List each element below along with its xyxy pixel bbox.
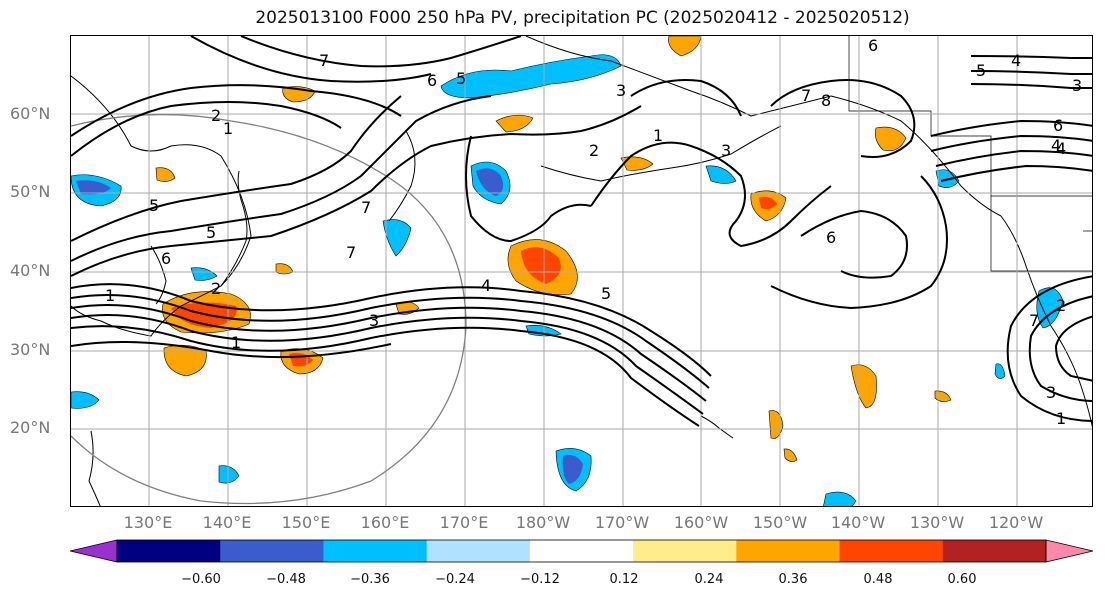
contour-label: 1 — [105, 286, 115, 305]
contour-labels: 7 6 5 3 2 1 7 8 6 4 5 4 7 5 6 1 1 2 3 4 … — [105, 36, 1082, 428]
coast-aleutians — [540, 125, 782, 182]
contour-label: 8 — [821, 91, 831, 110]
lon-label: 140°E — [202, 513, 252, 532]
colorbar-tick-label: −0.12 — [520, 572, 560, 587]
colorbar-border — [116, 539, 1047, 563]
coast-japan — [220, 170, 248, 287]
colorbar-segment — [323, 540, 428, 562]
coast-kamchatka — [388, 130, 416, 222]
contour-label: 1 — [653, 126, 663, 145]
contour-label: 3 — [369, 311, 379, 330]
map-panel: 7 6 5 3 2 1 7 8 6 4 5 4 7 5 6 1 1 2 3 4 … — [70, 35, 1093, 507]
colorbar-tick-label: −0.48 — [266, 572, 306, 587]
contour-label: 2 — [211, 279, 221, 298]
reference-circle — [71, 113, 467, 505]
contour-label: 6 — [1053, 116, 1063, 135]
lat-label: 60°N — [10, 104, 51, 123]
lon-label: 170°W — [594, 513, 650, 532]
coast-hawaii — [700, 415, 734, 439]
colorbar-segment — [633, 540, 737, 562]
contour-label: 3 — [1072, 76, 1082, 95]
pv-contours — [71, 36, 1092, 427]
colorbar-segment — [942, 540, 1047, 562]
colorbar-tick-label: −0.36 — [350, 572, 390, 587]
coast-asia — [71, 75, 252, 337]
lon-label: 150°W — [752, 513, 808, 532]
colorbar-segment — [736, 540, 841, 562]
contour-label: 1 — [223, 119, 233, 138]
contour-label: 7 — [1029, 311, 1039, 330]
contour-label: 5 — [601, 284, 611, 303]
colorbar-extend-max — [1045, 539, 1094, 563]
contour-label: 6 — [161, 249, 171, 268]
colorbar-tick-label: 0.60 — [947, 572, 977, 587]
colorbar-tick-label: −0.60 — [181, 572, 221, 587]
contour-label: 1 — [231, 333, 241, 352]
contour-label: 3 — [616, 81, 626, 100]
colorbar-segment — [529, 540, 634, 562]
colorbar-tick-label: 0.48 — [863, 572, 893, 587]
map-svg: 7 6 5 3 2 1 7 8 6 4 5 4 7 5 6 1 1 2 3 4 … — [71, 36, 1092, 506]
contour-label: 2 — [589, 141, 599, 160]
contour-label: 7 — [346, 243, 356, 262]
contour-label: 5 — [206, 223, 216, 242]
colorbar-tick-label: 0.12 — [609, 572, 639, 587]
colorbar-segment — [426, 540, 531, 562]
lon-label: 150°E — [281, 513, 331, 532]
colorbar-segment — [117, 540, 221, 562]
contour-label: 1 — [1056, 409, 1066, 428]
contour-label: 6 — [868, 36, 878, 55]
colorbar-segment — [839, 540, 944, 562]
lon-label: 160°E — [360, 513, 410, 532]
contour-label: 4 — [1011, 51, 1021, 70]
contour-label: 3 — [1046, 383, 1056, 402]
contour-label: 5 — [149, 196, 159, 215]
contour-label: 2 — [1056, 296, 1066, 315]
colorbar-segment — [220, 540, 324, 562]
lat-label: 20°N — [10, 418, 51, 437]
contour-label: 4 — [481, 276, 491, 295]
coast-korea — [150, 245, 167, 305]
colorbar-tick-label: −0.24 — [435, 572, 475, 587]
precip-blob-neg-north — [440, 54, 622, 99]
lon-label: 160°W — [673, 513, 729, 532]
colorbar-tick-label: 0.36 — [778, 572, 808, 587]
contour-label: 2 — [211, 106, 221, 125]
contour-label: 7 — [361, 198, 371, 217]
contour-label: 5 — [976, 61, 986, 80]
lat-label: 30°N — [10, 340, 51, 359]
lon-label: 140°W — [830, 513, 886, 532]
contour-label: 4 — [1056, 139, 1066, 158]
map-title: 2025013100 F000 250 hPa PV, precipitatio… — [255, 8, 910, 28]
contour-label: 7 — [319, 51, 329, 70]
lon-label: 120°W — [988, 513, 1044, 532]
graticule — [71, 36, 1092, 506]
contour-label: 7 — [801, 86, 811, 105]
contour-label: 5 — [456, 69, 466, 88]
colorbar — [70, 539, 1094, 563]
lat-label: 40°N — [10, 261, 51, 280]
colorbar-extend-min — [70, 539, 118, 563]
lon-label: 180°W — [515, 513, 571, 532]
contour-label: 4 — [1051, 136, 1061, 155]
lon-label: 130°E — [123, 513, 173, 532]
colorbar-tick-label: 0.24 — [694, 572, 724, 587]
contour-label: 3 — [721, 141, 731, 160]
lon-label: 170°E — [439, 513, 489, 532]
coast-philippines — [88, 430, 101, 506]
contour-label: 6 — [427, 71, 437, 90]
lon-label: 130°W — [909, 513, 965, 532]
contour-label: 6 — [826, 228, 836, 247]
lat-label: 50°N — [10, 182, 51, 201]
coast-alaska — [525, 36, 1002, 217]
